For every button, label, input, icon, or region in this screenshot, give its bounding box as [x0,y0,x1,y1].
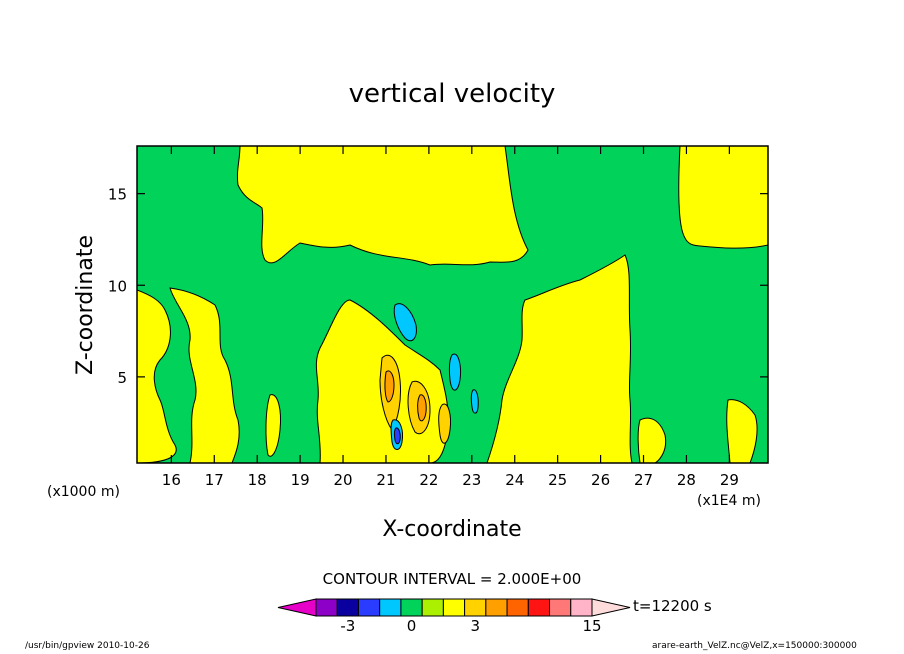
x-unit-right: (x1E4 m) [697,493,761,509]
contour-interval: CONTOUR INTERVAL = 2.000E+00 [323,570,582,588]
region-negative-2 [448,353,461,391]
colorbar-segment [277,598,317,617]
region-negative-strong-1 [393,427,401,445]
x-tick-label: 26 [591,471,610,489]
region-negative-1 [393,303,417,342]
colorbar-segment [315,598,338,617]
x-tick-label: 28 [677,471,696,489]
x-tick-label: 16 [162,471,181,489]
region-positive-left2 [169,287,240,463]
region-positive-upper-right [678,146,768,249]
x-axis: 16 17 18 19 20 21 22 23 24 25 26 27 28 29 [162,146,739,489]
x-unit-left: (x1000 m) [47,484,120,500]
colorbar-label: 15 [582,617,601,635]
region-positive-streak-2 [637,417,667,463]
colorbar-segment [442,598,466,617]
region-negative-4 [470,389,479,414]
x-tick-label: 19 [291,471,310,489]
colorbar-label: 0 [407,617,417,635]
region-positive-mid-3 [438,403,451,444]
plot-frame [136,145,769,464]
y-tick-label: 15 [108,186,127,204]
x-tick-label: 18 [248,471,267,489]
x-tick-label: 20 [333,471,352,489]
x-tick-label: 17 [205,471,224,489]
colorbar-segment [485,598,508,617]
colorbar-segment [400,598,423,617]
x-axis-label: X-coordinate [382,517,521,542]
region-positive-streak-3 [265,394,281,457]
colorbar-segment [527,598,551,617]
region-positive-streak-1 [726,399,758,463]
colorbar-segment [570,598,593,617]
colorbar-segment [549,598,572,617]
y-tick-label: 5 [117,369,127,387]
colorbar-segment [357,598,381,617]
region-positive-right [486,254,633,463]
time-label: t=12200 s [633,597,712,615]
y-tick-label: 10 [108,277,127,295]
region-positive-left [137,289,177,463]
y-axis-label: Z-coordinate [73,235,98,375]
colorbar-segment [336,598,359,617]
colorbar-segment [379,598,402,617]
x-tick-label: 21 [376,471,395,489]
plot-area [136,145,769,464]
footer-right: arare-earth_VelZ.nc@VelZ,x=150000:300000 [652,641,857,651]
chart-title: vertical velocity [349,79,556,109]
colorbar-label: -3 [340,617,355,635]
x-tick-label: 23 [462,471,481,489]
colorbar-segment [506,598,529,617]
region-positive-upper [236,146,529,266]
colorbar-segment [421,598,444,617]
y-axis: 5 10 15 [108,186,768,387]
footer-left: /usr/bin/gpview 2010-10-26 [25,641,150,651]
x-tick-label: 24 [505,471,524,489]
x-tick-label: 22 [419,471,438,489]
region-positive-strong-2 [417,394,427,422]
colorbar-segment [464,598,487,617]
x-tick-label: 27 [634,471,653,489]
colorbar-label: 3 [470,617,480,635]
x-tick-label: 29 [720,471,739,489]
colorbar: -3 0 3 15 [277,598,631,635]
colorbar-segment [591,598,631,617]
region-positive-strong-1 [384,370,395,403]
x-tick-label: 25 [548,471,567,489]
